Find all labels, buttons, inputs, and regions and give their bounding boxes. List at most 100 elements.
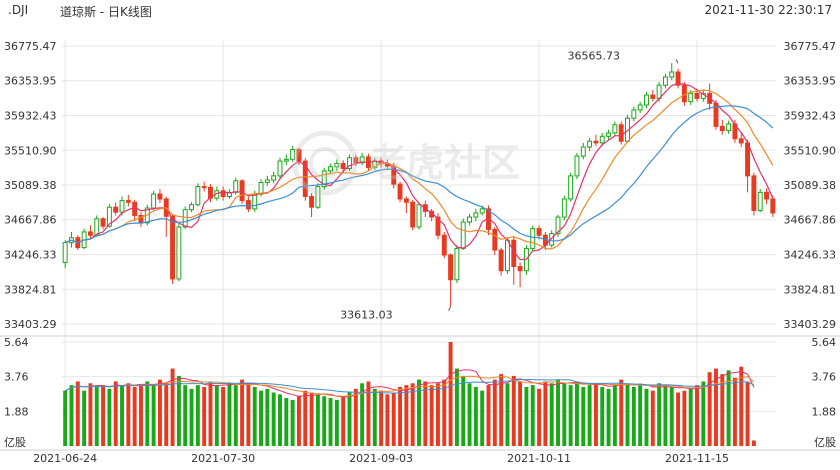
candle-down <box>132 201 138 216</box>
volume-bar-up <box>606 388 611 446</box>
high-annotation-label: 36565.73 <box>568 49 621 62</box>
volume-bar-up <box>227 383 232 446</box>
volume-bar-down <box>309 392 314 446</box>
x-tick-label: 2021-11-15 <box>665 452 729 465</box>
candle-up <box>599 135 605 144</box>
volume-bar-up <box>334 399 339 446</box>
volume-bar-down <box>126 383 131 446</box>
volume-bar-down <box>442 379 447 446</box>
y-tick-label-left: 34246.33 <box>4 249 57 262</box>
candle-up <box>328 166 333 172</box>
candle-up <box>757 191 763 212</box>
volume-bar-up <box>612 385 617 446</box>
candle-up <box>688 92 694 103</box>
x-tick-label: 2021-07-30 <box>191 452 255 465</box>
candle-up <box>561 198 567 218</box>
y-tick-label-left: 36775.47 <box>4 40 57 53</box>
volume-bar-down <box>170 368 175 446</box>
volume-bar-down <box>410 383 415 446</box>
candle-down <box>694 92 700 99</box>
chart-header: .DJI 道琼斯 - 日K线图 2021-11-30 22:30:17 <box>0 0 840 19</box>
candle-down <box>245 200 251 210</box>
y-tick-label-right: 35089.38 <box>784 179 837 192</box>
volume-bar-up <box>290 399 295 446</box>
candle-up <box>726 123 732 132</box>
volume-bar-up <box>315 394 320 446</box>
candle-up <box>359 156 365 164</box>
candle-down <box>719 125 725 132</box>
volume-bar-up <box>278 394 282 446</box>
volume-bar-down <box>157 379 162 446</box>
candle-down <box>157 193 163 200</box>
volume-bar-up <box>638 385 643 446</box>
volume-bar-down <box>593 383 598 446</box>
volume-bar-down <box>221 386 226 446</box>
volume-bar-down <box>682 390 687 446</box>
volume-bar-up <box>688 388 693 446</box>
volume-unit-label-left: 亿股 <box>4 436 26 449</box>
candle-down <box>435 216 441 236</box>
candle-up <box>473 212 479 218</box>
volume-bar-up <box>284 398 289 446</box>
y-tick-label-right: 35510.90 <box>784 144 837 157</box>
candle-up <box>264 179 270 183</box>
watermark-text: 老虎社区 <box>368 141 520 185</box>
volume-bar-down <box>303 390 308 446</box>
volume-bar-up <box>568 385 573 446</box>
volume-bar-down <box>751 440 756 446</box>
y-tick-label-right: 35932.43 <box>784 109 837 122</box>
annotation-leader <box>675 59 679 64</box>
candle-down <box>675 71 681 86</box>
candle-up <box>62 242 68 263</box>
volume-bar-up <box>505 383 510 446</box>
volume-tick-label-left: 1.88 <box>4 405 29 418</box>
volume-bar-up <box>473 386 478 446</box>
y-tick-label-left: 33403.29 <box>4 318 57 331</box>
volume-bar-up <box>669 386 674 446</box>
candle-up <box>416 204 422 228</box>
volume-bar-down <box>391 392 396 446</box>
volume-bar-down <box>676 392 681 446</box>
candle-down <box>170 215 176 280</box>
candle-down <box>517 266 523 272</box>
candle-down <box>410 201 416 228</box>
candle-up <box>467 216 473 223</box>
volume-bar-up <box>562 383 567 446</box>
y-tick-label-right: 33403.29 <box>784 318 837 331</box>
candle-up <box>505 239 510 272</box>
candle-up <box>233 180 239 193</box>
candle-down <box>448 254 454 281</box>
volume-bar-down <box>132 386 137 446</box>
volume-bar-up <box>480 390 485 446</box>
volume-bar-up <box>454 368 459 446</box>
volume-bar-up <box>663 385 668 446</box>
candle-down <box>745 142 751 177</box>
y-tick-label-left: 35932.43 <box>4 109 57 122</box>
candle-down <box>536 228 542 236</box>
candle-up <box>637 104 643 111</box>
volume-bar-up <box>657 383 662 446</box>
candle-up <box>226 191 232 197</box>
volume-bar-down <box>714 368 718 446</box>
tiger-community-watermark-icon: 老虎社区 <box>292 130 520 196</box>
candle-up <box>580 146 586 157</box>
volume-bar-up <box>63 390 68 446</box>
volume-ma10-line <box>64 375 755 397</box>
low-annotation-label: 33613.03 <box>340 309 393 322</box>
candle-up <box>479 208 485 214</box>
candle-down <box>770 198 776 214</box>
volume-bar-up <box>271 392 276 446</box>
candle-up <box>283 158 289 162</box>
candle-up <box>119 200 125 213</box>
volume-bar-up <box>233 385 238 446</box>
candle-down <box>340 163 346 169</box>
volume-tick-label-right: 5.64 <box>812 336 837 349</box>
candle-down <box>87 231 93 236</box>
y-tick-label-left: 34667.86 <box>4 214 57 227</box>
volume-bar-up <box>82 390 87 446</box>
candle-down <box>239 180 245 202</box>
volume-bar-up <box>151 385 156 446</box>
volume-bar-up <box>644 388 649 446</box>
candle-up <box>587 140 593 148</box>
